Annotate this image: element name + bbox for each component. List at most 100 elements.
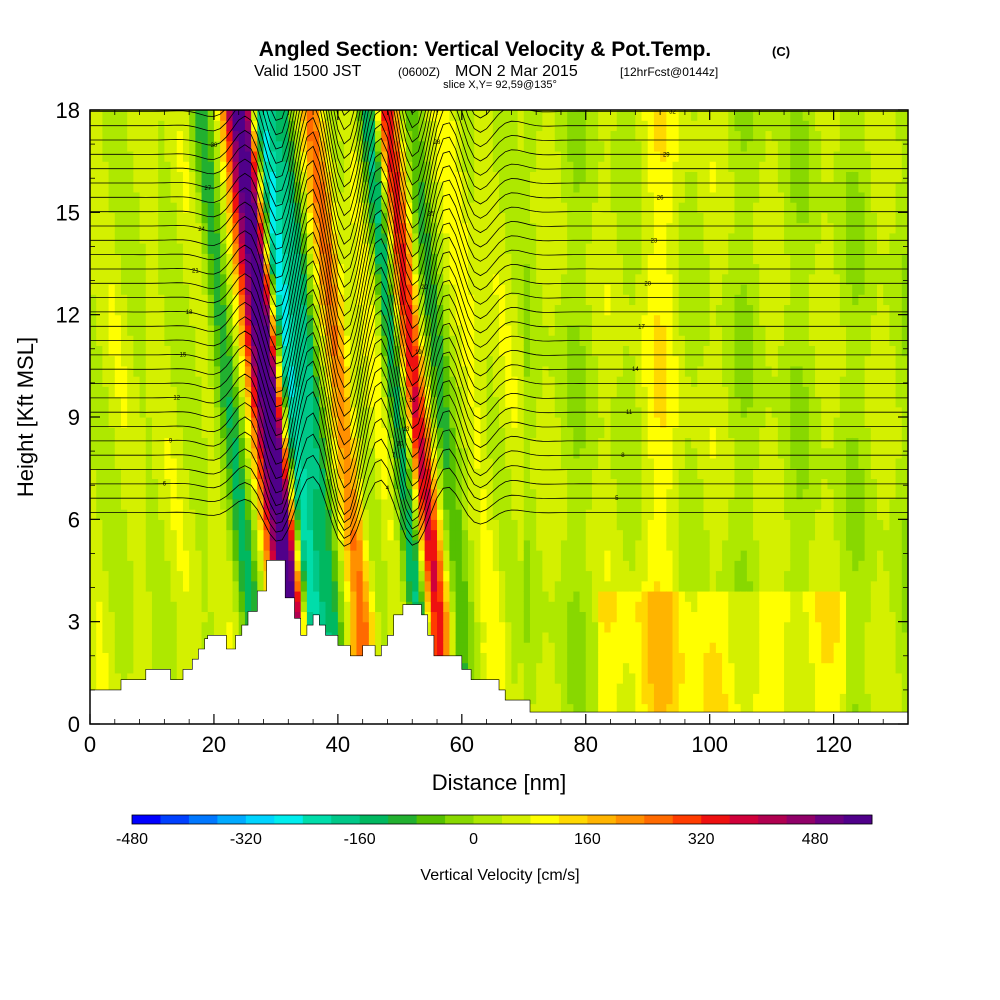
velocity-cell [319,253,327,265]
velocity-cell [430,560,438,572]
velocity-cell [468,550,475,561]
velocity-cell [579,222,587,234]
velocity-cell [244,191,252,203]
velocity-cell [275,447,283,459]
velocity-cell [499,529,506,541]
velocity-cell [480,232,488,244]
velocity-cell [319,263,327,275]
velocity-cell [306,590,314,602]
velocity-cell [449,212,457,224]
velocity-cell [579,509,587,520]
velocity-cell [579,324,587,336]
velocity-cell [567,447,574,459]
velocity-cell [499,376,506,387]
velocity-cell [164,243,172,254]
velocity-cell [449,171,457,183]
velocity-cell [108,601,116,613]
velocity-cell [182,304,190,316]
velocity-cell [269,498,277,510]
velocity-cell [288,539,296,551]
velocity-cell [362,468,370,479]
velocity-cell [418,365,426,377]
velocity-cell [145,314,153,326]
velocity-cell [164,386,172,398]
velocity-cell [406,222,413,234]
velocity-cell [238,376,246,387]
velocity-cell [406,304,413,316]
velocity-cell [114,652,122,664]
velocity-cell [560,539,568,551]
velocity-cell [579,171,587,183]
velocity-cell [127,488,134,500]
velocity-cell [176,263,184,275]
velocity-cell [350,130,358,142]
velocity-cell [474,570,482,582]
velocity-cell [319,509,327,520]
velocity-cell [133,509,141,520]
velocity-cell [430,601,438,613]
velocity-cell [90,601,97,613]
velocity-cell [480,202,488,213]
velocity-cell [300,202,308,213]
velocity-cell [387,140,395,152]
velocity-cell [480,590,488,602]
velocity-cell [542,406,550,418]
velocity-cell [567,355,574,367]
velocity-cell [244,243,252,254]
velocity-cell [560,601,568,613]
velocity-cell [591,519,599,531]
velocity-cell [536,457,543,469]
velocity-cell [133,539,141,551]
velocity-cell [474,539,482,551]
velocity-cell [176,273,184,285]
velocity-cell [430,324,438,336]
velocity-cell [251,498,258,510]
velocity-cell [170,529,178,541]
velocity-cell [313,232,320,244]
velocity-cell [523,642,531,653]
velocity-cell [455,570,463,582]
velocity-cell [406,570,413,582]
velocity-cell [331,560,339,572]
velocity-cell [567,560,574,572]
velocity-cell [511,355,519,367]
velocity-cell [529,335,537,346]
velocity-cell [399,294,407,306]
velocity-cell [517,662,525,674]
velocity-cell [207,447,215,459]
velocity-cell [108,519,116,531]
velocity-cell [306,202,314,213]
velocity-cell [579,590,587,602]
velocity-cell [412,590,420,602]
velocity-cell [523,488,531,500]
velocity-cell [257,335,265,346]
velocity-cell [145,652,153,664]
velocity-cell [102,457,110,469]
velocity-cell [257,478,265,490]
velocity-cell [567,304,574,316]
velocity-cell [468,140,475,152]
velocity-cell [542,519,550,531]
velocity-cell [579,396,587,408]
velocity-cell [251,345,258,357]
velocity-cell [108,570,116,582]
velocity-cell [480,243,488,254]
velocity-cell [536,386,543,398]
velocity-cell [213,140,221,152]
velocity-cell [560,570,568,582]
velocity-cell [133,642,141,653]
velocity-cell [189,232,196,244]
velocity-cell [195,171,203,183]
velocity-cell [529,171,537,183]
velocity-cell [362,140,370,152]
velocity-cell [139,140,147,152]
velocity-cell [449,120,457,132]
velocity-cell [127,519,134,531]
velocity-cell [542,447,550,459]
velocity-cell [505,580,512,592]
velocity-cell [468,110,475,121]
velocity-cell [189,294,196,306]
velocity-cell [139,447,147,459]
velocity-cell [102,560,110,572]
velocity-cell [567,365,574,377]
